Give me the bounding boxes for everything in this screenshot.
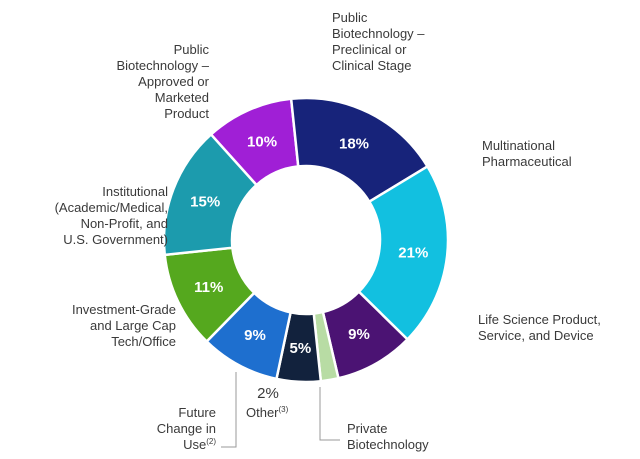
slice-life-science-product-service-and-device: [357, 164, 450, 342]
donut-slices: [162, 96, 450, 384]
leader-line-future-change-in-use: [221, 372, 237, 448]
category-labels: Public Biotechnology – Preclinical or Clini…: [55, 10, 601, 452]
pct-label-public-biotechnology-approved-or-marketed-product: 15%: [190, 193, 220, 210]
pct-label-life-science-product-service-and-device: 21%: [398, 244, 428, 261]
category-label-institutional-academic-medical-non-profit-and-u-s-government: Institutional (Academic/Medical, Non-Profi…: [55, 184, 169, 247]
leader-line-private-biotechnology: [319, 387, 340, 441]
pct-label-other: 2%: [257, 385, 279, 402]
category-label-other: Other(3): [246, 405, 289, 420]
category-label-investment-grade-and-large-cap-tech-office: Investment-Grade and Large Cap Tech/Office: [72, 302, 176, 349]
pct-label-private-biotechnology: 9%: [348, 326, 370, 343]
pct-label-investment-grade-and-large-cap-tech-office: 9%: [244, 327, 266, 344]
pct-label-public-biotechnology-preclinical-or-clinical-stage: 10%: [247, 133, 277, 150]
pct-label-multinational-pharmaceutical: 18%: [339, 135, 369, 152]
category-label-multinational-pharmaceutical: Multinational Pharmaceutical: [482, 138, 572, 169]
category-label-future-change-in-use: Future Change in Use(2): [157, 405, 217, 452]
leader-lines: [221, 372, 340, 448]
slice-public-biotechnology-approved-or-marketed-product: [162, 132, 259, 257]
category-label-private-biotechnology: Private Biotechnology: [347, 421, 429, 452]
pct-label-future-change-in-use: 5%: [290, 340, 312, 357]
category-label-life-science-product-service-and-device: Life Science Product, Service, and Device: [478, 312, 601, 343]
pct-label-institutional-academic-medical-non-profit-and-u-s-government: 11%: [194, 279, 223, 296]
percent-labels: 10% 18% 21% 9% 2% 5% 9% 11% 15%: [190, 133, 428, 402]
category-label-public-biotechnology-preclinical-or-clinical-stage: Public Biotechnology – Preclinical or Clini…: [332, 10, 425, 73]
slice-multinational-pharmaceutical: [289, 96, 430, 204]
category-label-public-biotechnology-approved-or-marketed-product: Public Biotechnology – Approved or Marketed…: [116, 42, 209, 121]
